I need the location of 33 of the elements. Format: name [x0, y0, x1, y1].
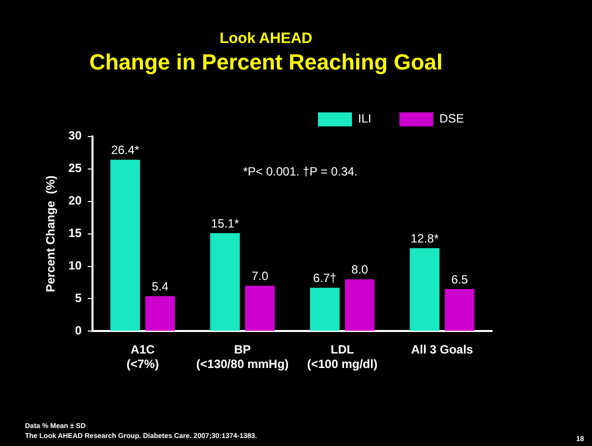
data-label: 12.8* — [410, 231, 439, 246]
data-label: 8.0 — [351, 262, 368, 277]
bar — [110, 160, 140, 331]
chart-subtitle: Change in Percent Reaching Goal — [89, 49, 443, 74]
data-label: 7.0 — [252, 269, 269, 284]
bar — [410, 248, 440, 331]
y-tick-label: 25 — [68, 161, 82, 176]
bar — [245, 286, 275, 331]
x-tick-label: BP (<130/80 mmHg) — [196, 342, 289, 372]
data-label: 6.5 — [451, 272, 468, 286]
data-label: 26.4* — [111, 143, 140, 158]
bar — [344, 279, 375, 331]
data-label: 5.4 — [152, 279, 169, 294]
bar — [210, 233, 240, 331]
y-tick-label: 5 — [75, 291, 82, 306]
bar — [145, 296, 175, 331]
legend-label: ILI — [358, 112, 372, 126]
data-label: 15.1* — [210, 216, 240, 230]
data-label: 6.7† — [313, 271, 336, 286]
bar — [444, 288, 474, 331]
y-tick-label: 20 — [68, 194, 82, 208]
x-tick-label: LDL (<100 mg/dl) — [307, 342, 378, 372]
x-tick-label: A1C (<7%) — [126, 342, 159, 372]
bar — [310, 288, 340, 331]
y-tick-label: 10 — [68, 258, 82, 273]
annotation: *P< 0.001. †P = 0.34. — [243, 164, 358, 179]
y-axis-title: Percent Change (%) — [44, 175, 58, 292]
y-tick-label: 0 — [75, 324, 82, 338]
y-tick-label: 15 — [68, 226, 82, 240]
legend-label: DSE — [439, 112, 464, 126]
y-tick-label: 30 — [68, 128, 82, 143]
x-tick-label: All 3 Goals — [411, 342, 474, 357]
chart-title: Look AHEAD — [220, 30, 313, 48]
